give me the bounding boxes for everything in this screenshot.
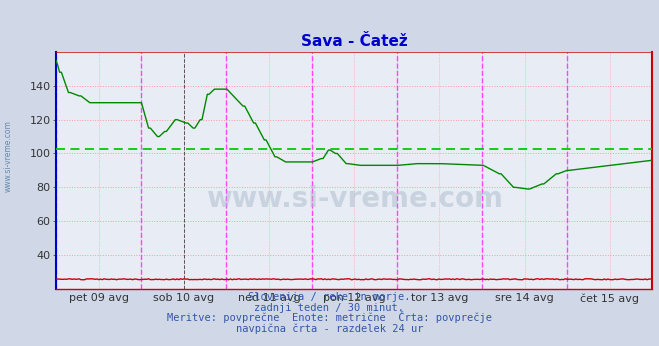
Text: www.si-vreme.com: www.si-vreme.com (3, 120, 13, 192)
Text: Meritve: povprečne  Enote: metrične  Črta: povprečje: Meritve: povprečne Enote: metrične Črta:… (167, 311, 492, 324)
Text: zadnji teden / 30 minut.: zadnji teden / 30 minut. (254, 303, 405, 313)
Title: Sava - Čatež: Sava - Čatež (301, 34, 407, 49)
Text: Slovenija / reke in morje.: Slovenija / reke in morje. (248, 292, 411, 302)
Text: navpična črta - razdelek 24 ur: navpična črta - razdelek 24 ur (236, 324, 423, 334)
Text: www.si-vreme.com: www.si-vreme.com (206, 185, 503, 213)
